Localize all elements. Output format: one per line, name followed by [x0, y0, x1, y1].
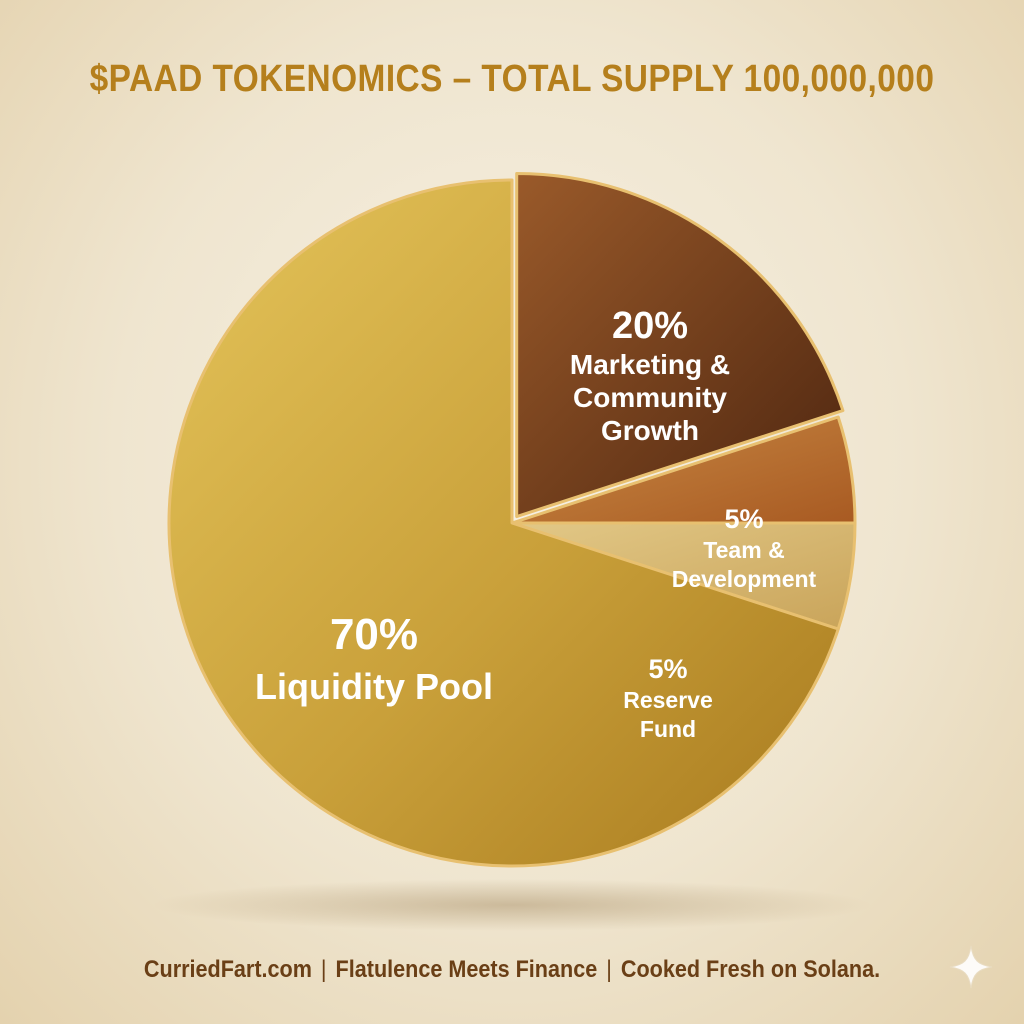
footer-closing: Cooked Fresh on Solana. [620, 956, 881, 983]
footer-site-link[interactable]: CurriedFart.com [143, 956, 312, 983]
slice-label-reserve-fund: 5% Reserve Fund [623, 654, 713, 742]
slice-percent: 5% [648, 654, 687, 684]
slice-label-line: Development [672, 566, 817, 592]
slice-label-line: Team & [703, 537, 784, 563]
slice-label-liquidity-pool: 70% Liquidity Pool [255, 610, 493, 707]
footer-separator: | [320, 956, 327, 983]
footer: CurriedFart.com | Flatulence Meets Finance… [51, 956, 973, 984]
slice-percent: 70% [330, 610, 418, 659]
slice-label-line: Growth [601, 415, 699, 446]
footer-tagline: Flatulence Meets Finance [335, 956, 598, 983]
slice-percent: 20% [612, 305, 688, 347]
slice-percent: 5% [724, 504, 763, 534]
slice-label-line: Liquidity Pool [255, 666, 493, 707]
slice-label-line: Marketing & [570, 349, 730, 380]
pie-shadow [152, 879, 872, 931]
slice-label-marketing-community: 20% Marketing & Community Growth [570, 305, 730, 446]
pie-slice-liquidity-pool [167, 178, 840, 868]
slice-label-line: Fund [640, 716, 696, 742]
sparkle-icon [949, 945, 993, 989]
footer-separator: | [606, 956, 612, 983]
pie-slice-marketing-community [515, 172, 845, 519]
slice-label-line: Community [573, 382, 727, 413]
slice-label-line: Reserve [623, 687, 713, 713]
chart-title: $PAAD TOKENOMICS – TOTAL SUPPLY 100,000,… [89, 58, 935, 100]
slice-label-team-development: 5% Team & Development [672, 504, 817, 592]
